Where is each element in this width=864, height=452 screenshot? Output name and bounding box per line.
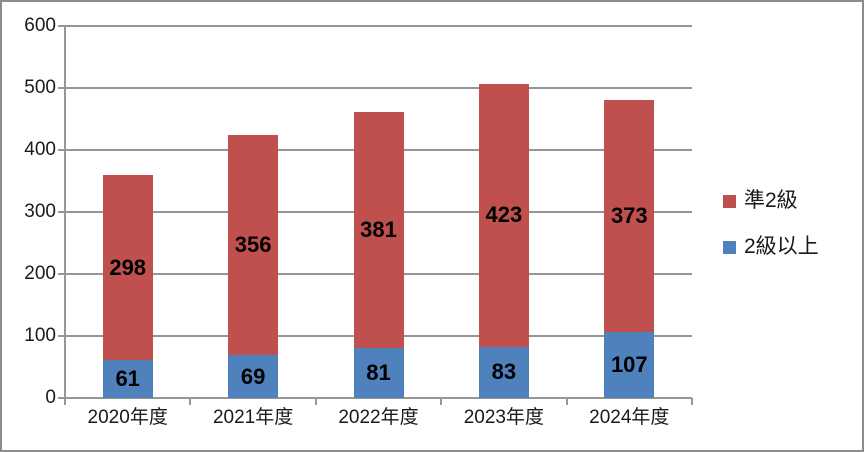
- y-axis-label-0: 0: [45, 387, 56, 408]
- bar-value-label: 81: [366, 359, 391, 385]
- x-axis-label-2020年度: 2020年度: [87, 407, 168, 428]
- gridline-0: [65, 397, 692, 399]
- y-axis-label-500: 500: [24, 77, 56, 98]
- y-axis-tick: [58, 397, 65, 399]
- legend-label: 2級以上: [744, 235, 819, 258]
- bar-value-label: 373: [610, 203, 648, 229]
- x-axis-tick: [64, 398, 66, 405]
- x-axis-label-2021年度: 2021年度: [212, 407, 294, 428]
- x-axis-label-2023年度: 2023年度: [463, 407, 545, 428]
- legend-label: 準2級: [744, 189, 798, 212]
- bar-value-label: 83: [491, 359, 517, 385]
- legend-swatch-icon: [723, 194, 736, 208]
- bar-segment-2級以上-2020年度: 61: [102, 360, 153, 398]
- y-axis-line: [64, 26, 66, 398]
- legend-swatch-icon: [723, 240, 736, 254]
- legend-item-準2級: 準2級: [723, 188, 819, 214]
- bar-value-label: 356: [234, 231, 272, 257]
- bar-segment-2級以上-2024年度: 107: [604, 331, 655, 398]
- y-axis-tick: [58, 87, 65, 89]
- bar-segment-2級以上-2023年度: 83: [478, 346, 529, 398]
- x-axis-label-2024年度: 2024年度: [589, 407, 670, 428]
- y-axis-label-200: 200: [24, 263, 56, 284]
- x-axis-tick: [314, 398, 317, 405]
- bar-value-label: 61: [115, 366, 140, 392]
- y-axis-tick: [58, 335, 65, 337]
- legend-item-2級以上: 2級以上: [723, 234, 819, 260]
- x-axis-tick: [440, 398, 443, 405]
- bar-value-label: 423: [485, 202, 523, 228]
- bar-segment-準2級-2023年度: 423: [478, 84, 529, 347]
- legend: 準2級 2級以上: [723, 188, 819, 260]
- bar-value-label: 69: [240, 363, 266, 389]
- x-axis-tick: [691, 398, 693, 405]
- y-axis-tick: [58, 211, 65, 213]
- bar-value-label: 381: [360, 216, 397, 242]
- y-axis-label-400: 400: [24, 139, 56, 160]
- x-axis-tick: [189, 398, 192, 405]
- bar-value-label: 298: [109, 254, 147, 280]
- y-axis-tick: [58, 149, 65, 151]
- bar-segment-2級以上-2022年度: 81: [353, 347, 404, 398]
- bar-segment-準2級-2022年度: 381: [353, 111, 404, 348]
- x-axis-tick: [565, 398, 568, 405]
- y-axis-tick: [58, 25, 65, 27]
- bar-segment-準2級-2021年度: 356: [228, 134, 279, 356]
- bar-segment-2級以上-2021年度: 69: [228, 355, 279, 398]
- y-axis-tick: [58, 273, 65, 275]
- bar-segment-準2級-2024年度: 373: [604, 100, 655, 332]
- bar-segment-準2級-2020年度: 298: [102, 175, 153, 361]
- y-axis-label-300: 300: [24, 201, 56, 222]
- y-axis-label-100: 100: [24, 325, 56, 346]
- bar-value-label: 107: [610, 351, 648, 377]
- gridline-500: [65, 87, 692, 89]
- y-axis-label-600: 600: [24, 15, 56, 36]
- gridline-600: [65, 25, 692, 27]
- x-axis-label-2022年度: 2022年度: [338, 407, 419, 428]
